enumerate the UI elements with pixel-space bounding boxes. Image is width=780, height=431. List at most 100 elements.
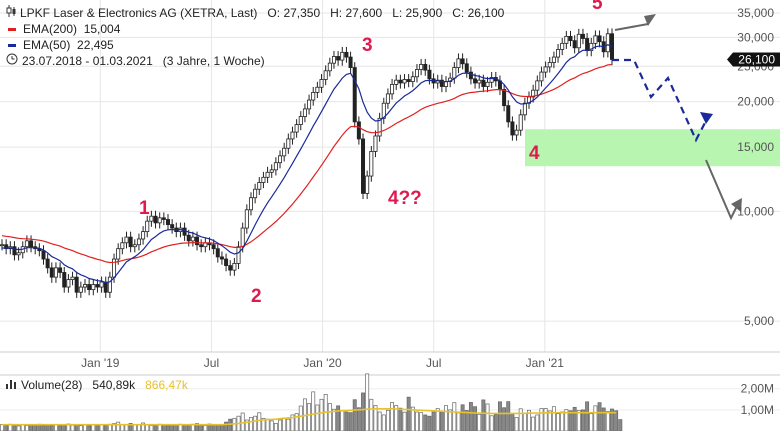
candle-body	[24, 240, 29, 248]
close-value: 26,100	[467, 6, 505, 20]
volume-bar	[498, 401, 502, 431]
candle-body	[253, 188, 258, 199]
volume-bar	[332, 408, 336, 431]
volume-bar	[340, 410, 345, 431]
volume-bar	[477, 413, 482, 431]
candle-body	[149, 215, 154, 222]
candle-body	[340, 51, 345, 61]
volume-bar	[348, 412, 353, 431]
volume-bar	[20, 424, 25, 431]
ema200-swatch	[8, 27, 16, 31]
candle-body	[141, 231, 146, 240]
candle-body	[124, 236, 129, 244]
volume-bar	[489, 415, 494, 431]
volume-bar	[352, 399, 357, 431]
candle-body	[394, 79, 399, 85]
candle-body	[16, 252, 21, 256]
volume-bar	[456, 412, 461, 431]
volume-bar	[518, 408, 523, 431]
volume-bar	[199, 424, 204, 431]
volume-bar	[4, 425, 9, 431]
volume-bar	[41, 425, 46, 431]
volume-bar	[161, 424, 166, 431]
volume-bar	[510, 413, 515, 431]
wave-label: 5	[592, 0, 603, 14]
candle-body	[294, 124, 299, 133]
volume-bar	[439, 411, 444, 431]
price-tick-label: 30,000	[737, 30, 774, 44]
candle-body	[282, 147, 287, 157]
candle-body	[116, 248, 121, 260]
volume-bar	[423, 414, 428, 431]
volume-bar	[319, 398, 324, 431]
candle-body	[157, 217, 162, 224]
time-tick-label: Jan '21	[526, 356, 565, 370]
candle-body	[0, 244, 4, 247]
ema200-line	[1, 64, 613, 264]
volume-bar	[373, 405, 378, 431]
volume-bar	[535, 414, 540, 431]
candle-body	[410, 76, 415, 82]
candle-body	[327, 62, 332, 72]
price-tick-label: 10,000	[737, 204, 774, 218]
candle-body	[489, 77, 494, 83]
volume-ma-line	[2, 408, 617, 426]
volume-bar	[502, 407, 507, 431]
volume-bar	[385, 409, 390, 431]
last-price-tag: 26,100	[727, 52, 780, 67]
candle-body	[240, 227, 245, 248]
candle-body	[62, 272, 67, 288]
volume-bar	[560, 411, 565, 431]
price-tick-label: 15,000	[737, 140, 774, 154]
volume-bar	[493, 413, 498, 431]
candle-body	[402, 79, 407, 84]
candle-body	[302, 108, 307, 117]
volume-bar	[369, 398, 374, 431]
volume-bar	[253, 415, 258, 431]
volume-bar	[589, 413, 594, 431]
candle-body	[286, 138, 291, 149]
open-value: 27,350	[283, 6, 321, 20]
candle-body	[331, 56, 336, 64]
volume-bar	[593, 405, 598, 431]
volume-value: 540,89k	[92, 378, 136, 392]
volume-bar	[365, 373, 370, 431]
volume-bar	[468, 402, 473, 431]
volume-bar	[12, 424, 17, 431]
candle-body	[215, 248, 220, 258]
candle-body	[522, 102, 527, 116]
candle-body	[311, 91, 316, 101]
candle-body	[29, 240, 34, 248]
support-zone-rect	[525, 129, 780, 167]
volume-bar	[244, 419, 249, 431]
volume-bar	[601, 407, 606, 431]
candle-body	[91, 284, 96, 291]
candle-body	[323, 70, 328, 80]
volume-bar	[269, 420, 274, 431]
volume-bar	[531, 416, 536, 431]
volume-bar	[551, 406, 556, 431]
volume-bar	[132, 424, 137, 431]
volume-bar	[327, 403, 332, 431]
candle-body	[381, 102, 386, 119]
volume-bar	[170, 424, 175, 431]
time-tick-label: Jul	[204, 356, 219, 370]
volume-bar	[116, 421, 121, 431]
candle-body	[373, 135, 378, 152]
candle-body	[518, 114, 523, 131]
candle-body	[344, 51, 349, 58]
candle-body	[585, 38, 590, 52]
ema200-label: EMA(200)	[23, 22, 78, 36]
volume-bar	[87, 425, 92, 431]
price-tick-label: 20,000	[737, 95, 774, 109]
volume-bar	[402, 411, 407, 431]
candle-body	[132, 244, 137, 248]
candle-body	[572, 40, 577, 49]
candle-body	[356, 121, 361, 140]
candle-body	[452, 67, 457, 79]
volume-bar	[452, 402, 457, 431]
candle-body	[136, 238, 141, 246]
candle-body	[576, 33, 581, 49]
volume-bar	[605, 411, 610, 431]
volume-bar	[24, 425, 29, 431]
